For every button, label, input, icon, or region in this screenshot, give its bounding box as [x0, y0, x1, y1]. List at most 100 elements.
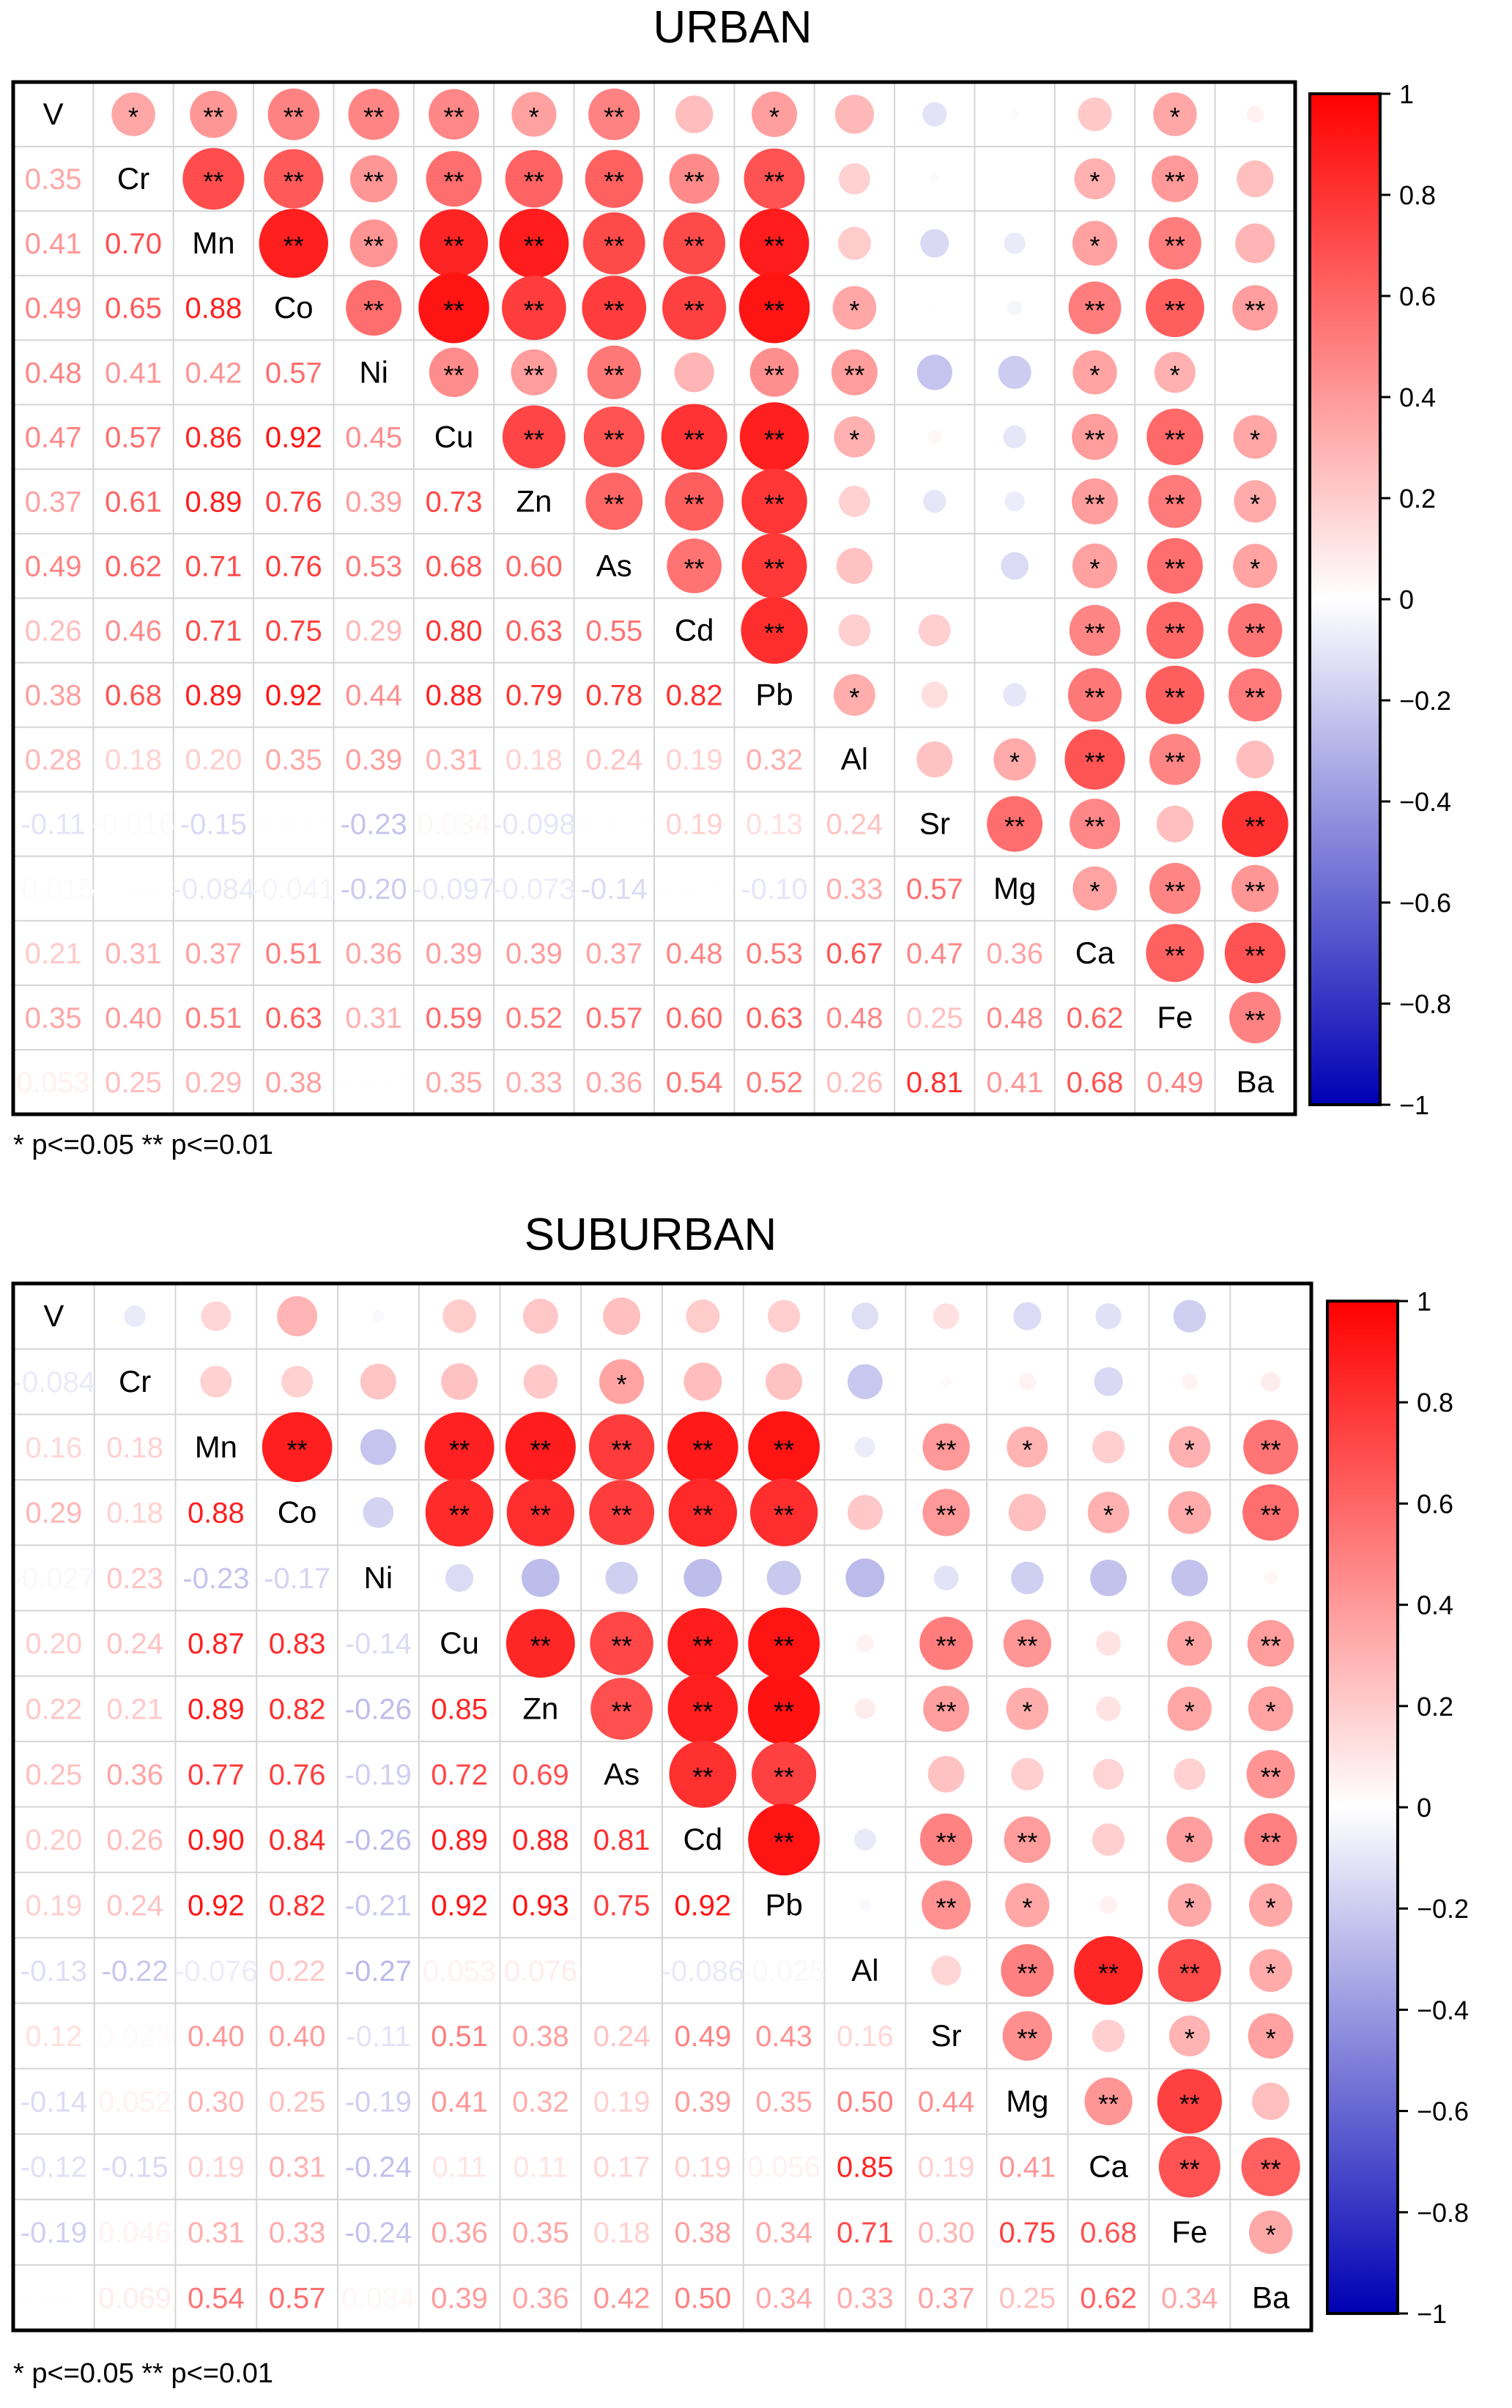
- coefficient-Ca-Co: 0.31: [269, 2152, 326, 2184]
- significance-V-Pb: *: [769, 102, 779, 132]
- significance-Ni-Fe: *: [1170, 360, 1180, 390]
- variable-label-Zn: Zn: [516, 484, 552, 518]
- coefficient-Ba-Zn: 0.36: [512, 2282, 569, 2314]
- circle-V-Zn: [511, 92, 557, 137]
- significance-Mn-Fe: *: [1185, 1434, 1195, 1464]
- significance-Co-Cd: **: [692, 1500, 713, 1530]
- significance-footnote: * p<=0.05 ** p<=0.01: [13, 1130, 273, 1160]
- circle-Cr-Mn: [200, 1366, 232, 1398]
- coefficient-Mg-Ni: -0.19: [345, 2086, 412, 2118]
- significance-Mn-Cd: **: [692, 1434, 713, 1464]
- significance-Zn-Cd: **: [692, 1697, 713, 1727]
- grid-lines: [13, 82, 1295, 1114]
- circle-Cu-Mg: [1003, 425, 1026, 449]
- variable-label-Mg: Mg: [993, 871, 1036, 905]
- significance-Mn-Fe: **: [1165, 231, 1185, 261]
- variable-label-Fe: Fe: [1171, 2215, 1207, 2249]
- coefficient-As-Cu: 0.68: [426, 550, 483, 582]
- significance-Mn-Zn: **: [524, 231, 544, 261]
- circle-Cu-Cd: [661, 404, 727, 470]
- circle-Cu-Fe: [1167, 1620, 1212, 1666]
- coefficient-Cd-Ni: 0.29: [345, 615, 402, 648]
- circle-Mn-Mg: [1004, 232, 1026, 254]
- colorbar-tick-label: −0.6: [1417, 2097, 1469, 2127]
- coefficient-Ca-Mg: 0.41: [998, 2152, 1056, 2184]
- coefficient-Ca-Sr: 0.19: [918, 2152, 975, 2184]
- coefficient-Ni-V: -0.027: [12, 1563, 95, 1595]
- coefficient-Pb-As: 0.78: [585, 680, 642, 712]
- coefficient-Mg-Cd: 0.39: [674, 2086, 731, 2118]
- significance-Mn-Ca: *: [1090, 231, 1100, 261]
- variable-label-Co: Co: [274, 290, 314, 325]
- circle-Zn-Ba: [1234, 480, 1277, 523]
- significance-Cu-Al: *: [849, 424, 859, 454]
- circle-Cd-Mg: [1004, 1816, 1051, 1863]
- circle-V-Ca: [1095, 1303, 1122, 1330]
- significance-Cd-Ba: **: [1245, 618, 1265, 648]
- circle-Cr-Al: [839, 163, 870, 195]
- circle-Cu-Cd: [667, 1608, 738, 1679]
- significance-Zn-Ba: *: [1266, 1697, 1276, 1727]
- coefficient-Al-As: 0.24: [585, 744, 642, 777]
- significance-Sr-Mg: **: [1017, 2023, 1037, 2053]
- circle-Cu-Fe: [1146, 408, 1204, 465]
- coefficient-Ca-Pb: 0.056: [747, 2152, 820, 2184]
- circle-Al-Fe: [1157, 1938, 1221, 2002]
- coefficient-Ba-Sr: 0.37: [918, 2282, 975, 2314]
- circle-Co-Pb: [749, 1478, 818, 1546]
- circle-Mn-Mg: [1007, 1426, 1048, 1468]
- coefficient-Al-Ni: 0.39: [345, 744, 402, 777]
- circle-Cr-Fe: [1181, 1374, 1198, 1390]
- coefficient-Mg-Pb: -0.10: [741, 873, 807, 905]
- coefficient-Ni-Co: -0.17: [264, 1563, 330, 1595]
- coefficient-Fe-Ni: 0.31: [345, 1002, 402, 1034]
- coefficient-Mg-Al: 0.50: [837, 2086, 894, 2118]
- coefficient-Fe-Al: 0.48: [826, 1002, 883, 1034]
- significance-Ca-Fe: **: [1179, 2155, 1200, 2185]
- coefficient-As-Mn: 0.71: [185, 550, 242, 582]
- coefficient-Sr-Cu: 0.51: [431, 2020, 488, 2053]
- circle-Co-Ba: [1232, 285, 1278, 331]
- variable-label-Fe: Fe: [1157, 1000, 1193, 1034]
- circle-Mg-Ca: [1084, 2077, 1133, 2126]
- coefficient-Mg-Cr: -0.002: [92, 873, 174, 905]
- circle-V-As: [588, 88, 640, 141]
- circle-As-Al: [862, 1771, 867, 1777]
- significance-Co-Cd: **: [684, 295, 705, 325]
- coefficient-Mn-Cr: 0.70: [105, 228, 162, 260]
- circle-Zn-Pb: [741, 468, 807, 535]
- circle-Ni-Al: [831, 349, 878, 396]
- circle-Pb-Ba: [1228, 668, 1282, 722]
- circle-As-Al: [836, 547, 873, 585]
- circle-V-Mn: [190, 90, 237, 138]
- variable-label-Ca: Ca: [1075, 936, 1115, 970]
- circle-Al-Mg: [1001, 1944, 1054, 1997]
- significance-Ni-Ca: *: [1090, 360, 1100, 390]
- significance-As-Ca: *: [1090, 553, 1100, 583]
- circle-As-Fe: [1174, 1758, 1206, 1790]
- circle-V-Al: [834, 95, 875, 134]
- circle-Mn-Co: [259, 208, 329, 278]
- coefficient-Sr-Co: 0.009: [257, 809, 330, 841]
- coefficient-Al-Ni: -0.27: [345, 1955, 412, 1987]
- circle-Cu-Pb: [739, 402, 809, 472]
- coefficient-Ba-Al: 0.33: [837, 2282, 894, 2314]
- colorbar-tick-label: −0.4: [1399, 787, 1451, 817]
- coefficient-Pb-Zn: 0.79: [505, 680, 563, 712]
- significance-Co-Pb: **: [774, 1500, 794, 1530]
- significance-Mg-Fe: **: [1165, 876, 1185, 906]
- circle-V-Cu: [429, 89, 480, 140]
- colorbar-tick-label: −0.4: [1417, 1995, 1469, 2025]
- coefficient-Sr-Zn: 0.38: [512, 2020, 569, 2053]
- circle-Mn-Pb: [739, 208, 809, 278]
- coefficient-Sr-V: 0.12: [25, 2020, 82, 2053]
- significance-Cu-Pb: **: [764, 424, 785, 454]
- circle-Cr-Ba: [1261, 1371, 1281, 1392]
- coefficient-Fe-Cd: 0.60: [666, 1002, 723, 1034]
- circle-Ni-Cu: [445, 1563, 474, 1592]
- coefficient-Ba-Fe: 0.49: [1146, 1067, 1204, 1099]
- circle-Zn-Fe: [1148, 475, 1202, 528]
- circle-Co-Ca: [1068, 281, 1122, 335]
- coefficient-Sr-Co: 0.40: [269, 2020, 326, 2053]
- significance-Cd-Fe: **: [1165, 618, 1185, 648]
